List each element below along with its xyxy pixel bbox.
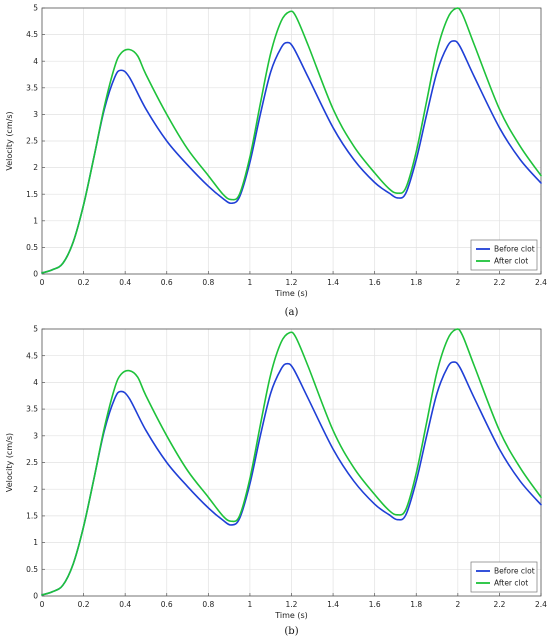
legend: Before clot After clot <box>470 239 538 271</box>
x-tick-label: 1 <box>248 278 253 287</box>
legend-entry: Before clot <box>494 245 535 254</box>
x-axis-label: Time (s) <box>274 289 308 298</box>
x-tick-label: 0.8 <box>202 600 214 609</box>
x-tick-label: 1 <box>248 600 253 609</box>
y-tick-label: 0.5 <box>26 565 38 574</box>
legend: Before clot After clot <box>470 561 538 593</box>
legend-box <box>470 239 538 271</box>
figure-caption: (a) <box>285 307 299 318</box>
y-tick-label: 1.5 <box>26 190 38 199</box>
y-tick-label: 3.5 <box>26 405 38 414</box>
y-tick-label: 1 <box>33 538 38 547</box>
y-tick-label: 0 <box>33 270 38 279</box>
y-tick-label: 4 <box>33 378 38 387</box>
x-tick-label: 1.6 <box>369 278 381 287</box>
y-tick-label: 0 <box>33 592 38 601</box>
x-tick-label: 1.4 <box>327 600 339 609</box>
legend-entry: After clot <box>494 257 528 266</box>
x-tick-label: 2.2 <box>493 278 505 287</box>
y-tick-label: 3 <box>33 110 38 119</box>
x-tick-label: 1.2 <box>286 600 298 609</box>
y-tick-label: 3 <box>33 431 38 440</box>
x-tick-label: 2 <box>455 278 460 287</box>
x-tick-label: 2 <box>455 600 460 609</box>
x-tick-label: 2.2 <box>493 600 505 609</box>
x-axis-label: Time (s) <box>274 611 308 620</box>
legend-box <box>470 561 538 593</box>
y-tick-label: 0.5 <box>26 243 38 252</box>
chart-2: 0 0.2 0.4 0.6 0.8 1 1.2 1.4 1.6 1.8 2 2.2 2.4 0 0.5 1 1.… <box>5 325 547 637</box>
x-tick-label: 1.8 <box>410 600 422 609</box>
y-tick-label: 3.5 <box>26 83 38 92</box>
y-tick-label: 4.5 <box>26 351 38 360</box>
x-tick-label: 1.4 <box>327 278 339 287</box>
x-tick-label: 0.2 <box>78 600 90 609</box>
x-tick-label: 2.4 <box>535 278 547 287</box>
grid <box>41 7 542 275</box>
chart-1: 0 0.2 0.4 0.6 0.8 1 1.2 1.4 1.6 1.8 2 2.2 2.4 0 0.5 1 1.… <box>5 4 547 318</box>
legend-entry: Before clot <box>494 567 535 576</box>
y-axis-label: Velocity (cm/s) <box>5 433 14 492</box>
x-tick-label: 1.8 <box>410 278 422 287</box>
series-line-after-clot <box>41 328 542 596</box>
series-line-before-clot <box>41 40 542 274</box>
x-tick-label: 0.2 <box>78 278 90 287</box>
y-tick-label: 1 <box>33 216 38 225</box>
y-tick-label: 5 <box>33 4 38 13</box>
series-line-after-clot <box>41 7 542 274</box>
y-tick-label: 4.5 <box>26 30 38 39</box>
x-tick-label: 0.6 <box>161 278 173 287</box>
x-tick-label: 0.6 <box>161 600 173 609</box>
y-tick-label: 5 <box>33 325 38 334</box>
x-tick-label: 0.4 <box>119 278 131 287</box>
y-tick-label: 1.5 <box>26 512 38 521</box>
x-tick-label: 0 <box>40 600 45 609</box>
y-tick-label: 2.5 <box>26 458 38 467</box>
y-tick-label: 2.5 <box>26 137 38 146</box>
figure-caption: (b) <box>284 626 298 637</box>
x-tick-label: 0.8 <box>202 278 214 287</box>
x-tick-label: 0 <box>40 278 45 287</box>
y-tick-label: 4 <box>33 57 38 66</box>
x-tick-label: 0.4 <box>119 600 131 609</box>
series-line-before-clot <box>41 361 542 596</box>
x-tick-label: 1.2 <box>286 278 298 287</box>
legend-entry: After clot <box>494 579 528 588</box>
x-tick-label: 2.4 <box>535 600 547 609</box>
y-tick-label: 2 <box>33 163 38 172</box>
x-tick-label: 1.6 <box>369 600 381 609</box>
y-axis-label: Velocity (cm/s) <box>5 111 14 170</box>
y-tick-label: 2 <box>33 485 38 494</box>
